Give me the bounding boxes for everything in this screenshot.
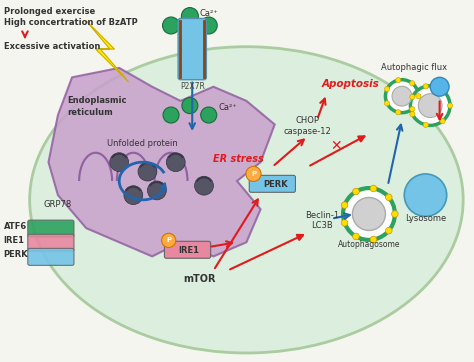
Circle shape xyxy=(370,236,377,243)
Text: Endoplasmic: Endoplasmic xyxy=(67,96,127,105)
Text: ER stress: ER stress xyxy=(213,154,264,164)
Circle shape xyxy=(396,110,401,115)
Circle shape xyxy=(440,88,445,93)
Circle shape xyxy=(353,198,385,231)
FancyBboxPatch shape xyxy=(164,241,210,258)
Circle shape xyxy=(392,211,398,217)
FancyBboxPatch shape xyxy=(28,234,74,251)
Circle shape xyxy=(195,176,213,195)
Text: ATF6: ATF6 xyxy=(4,222,27,231)
Text: P2X7R: P2X7R xyxy=(180,82,205,91)
Circle shape xyxy=(341,219,348,226)
Text: Ca²⁺: Ca²⁺ xyxy=(218,103,237,112)
Circle shape xyxy=(201,107,217,123)
Text: P: P xyxy=(166,237,171,243)
Circle shape xyxy=(440,118,445,124)
Circle shape xyxy=(341,202,348,209)
FancyBboxPatch shape xyxy=(28,220,74,237)
Circle shape xyxy=(384,101,390,106)
Circle shape xyxy=(166,153,185,172)
Circle shape xyxy=(163,17,180,34)
Circle shape xyxy=(430,77,449,96)
FancyBboxPatch shape xyxy=(249,175,295,192)
Circle shape xyxy=(410,94,415,100)
Text: P: P xyxy=(251,171,256,177)
Circle shape xyxy=(385,194,392,201)
Circle shape xyxy=(419,94,442,118)
Circle shape xyxy=(410,111,415,117)
Text: Prolonged exercise: Prolonged exercise xyxy=(4,7,95,16)
Text: IRE1: IRE1 xyxy=(178,246,199,255)
Circle shape xyxy=(147,181,166,200)
Text: Apoptosis: Apoptosis xyxy=(322,79,380,89)
Text: Excessive activation: Excessive activation xyxy=(4,42,100,51)
Circle shape xyxy=(353,233,359,240)
Ellipse shape xyxy=(30,47,463,353)
FancyBboxPatch shape xyxy=(28,248,74,265)
Circle shape xyxy=(410,81,415,86)
Circle shape xyxy=(182,98,198,114)
Circle shape xyxy=(410,86,450,125)
Polygon shape xyxy=(48,68,275,256)
Circle shape xyxy=(423,122,428,127)
Text: PERK: PERK xyxy=(263,180,288,189)
Circle shape xyxy=(385,80,419,113)
Circle shape xyxy=(186,26,203,43)
Circle shape xyxy=(200,17,217,34)
Text: Autophagosome: Autophagosome xyxy=(337,240,400,249)
Text: GRP78: GRP78 xyxy=(44,200,72,209)
Text: IRE1: IRE1 xyxy=(4,236,25,245)
Text: PERK: PERK xyxy=(4,251,28,259)
Circle shape xyxy=(384,87,390,92)
Circle shape xyxy=(396,77,401,83)
Text: Beclin-1
LC3B: Beclin-1 LC3B xyxy=(305,211,339,230)
Circle shape xyxy=(162,233,176,248)
Circle shape xyxy=(182,8,198,25)
Circle shape xyxy=(385,227,392,234)
Text: ✕: ✕ xyxy=(330,139,342,153)
Polygon shape xyxy=(86,21,128,82)
Circle shape xyxy=(410,106,415,111)
Circle shape xyxy=(447,103,453,108)
Text: reticulum: reticulum xyxy=(67,108,113,117)
Text: Unfolded protein: Unfolded protein xyxy=(108,139,178,148)
Circle shape xyxy=(124,186,143,205)
Circle shape xyxy=(343,188,395,240)
Circle shape xyxy=(246,167,261,181)
Text: Autophagic flux: Autophagic flux xyxy=(381,63,447,72)
Circle shape xyxy=(416,94,421,99)
Text: Ca²⁺: Ca²⁺ xyxy=(199,9,218,18)
Text: CHOP
caspase-12: CHOP caspase-12 xyxy=(284,117,331,136)
Circle shape xyxy=(392,86,412,106)
Circle shape xyxy=(163,107,179,123)
Circle shape xyxy=(138,162,157,181)
Text: Lysosome: Lysosome xyxy=(405,214,446,223)
Circle shape xyxy=(423,84,428,89)
Text: mTOR: mTOR xyxy=(183,274,216,284)
Circle shape xyxy=(404,174,447,216)
FancyBboxPatch shape xyxy=(178,18,206,80)
Circle shape xyxy=(110,153,128,172)
Circle shape xyxy=(370,185,377,192)
Circle shape xyxy=(353,188,359,195)
Text: High concertration of BzATP: High concertration of BzATP xyxy=(4,18,137,28)
